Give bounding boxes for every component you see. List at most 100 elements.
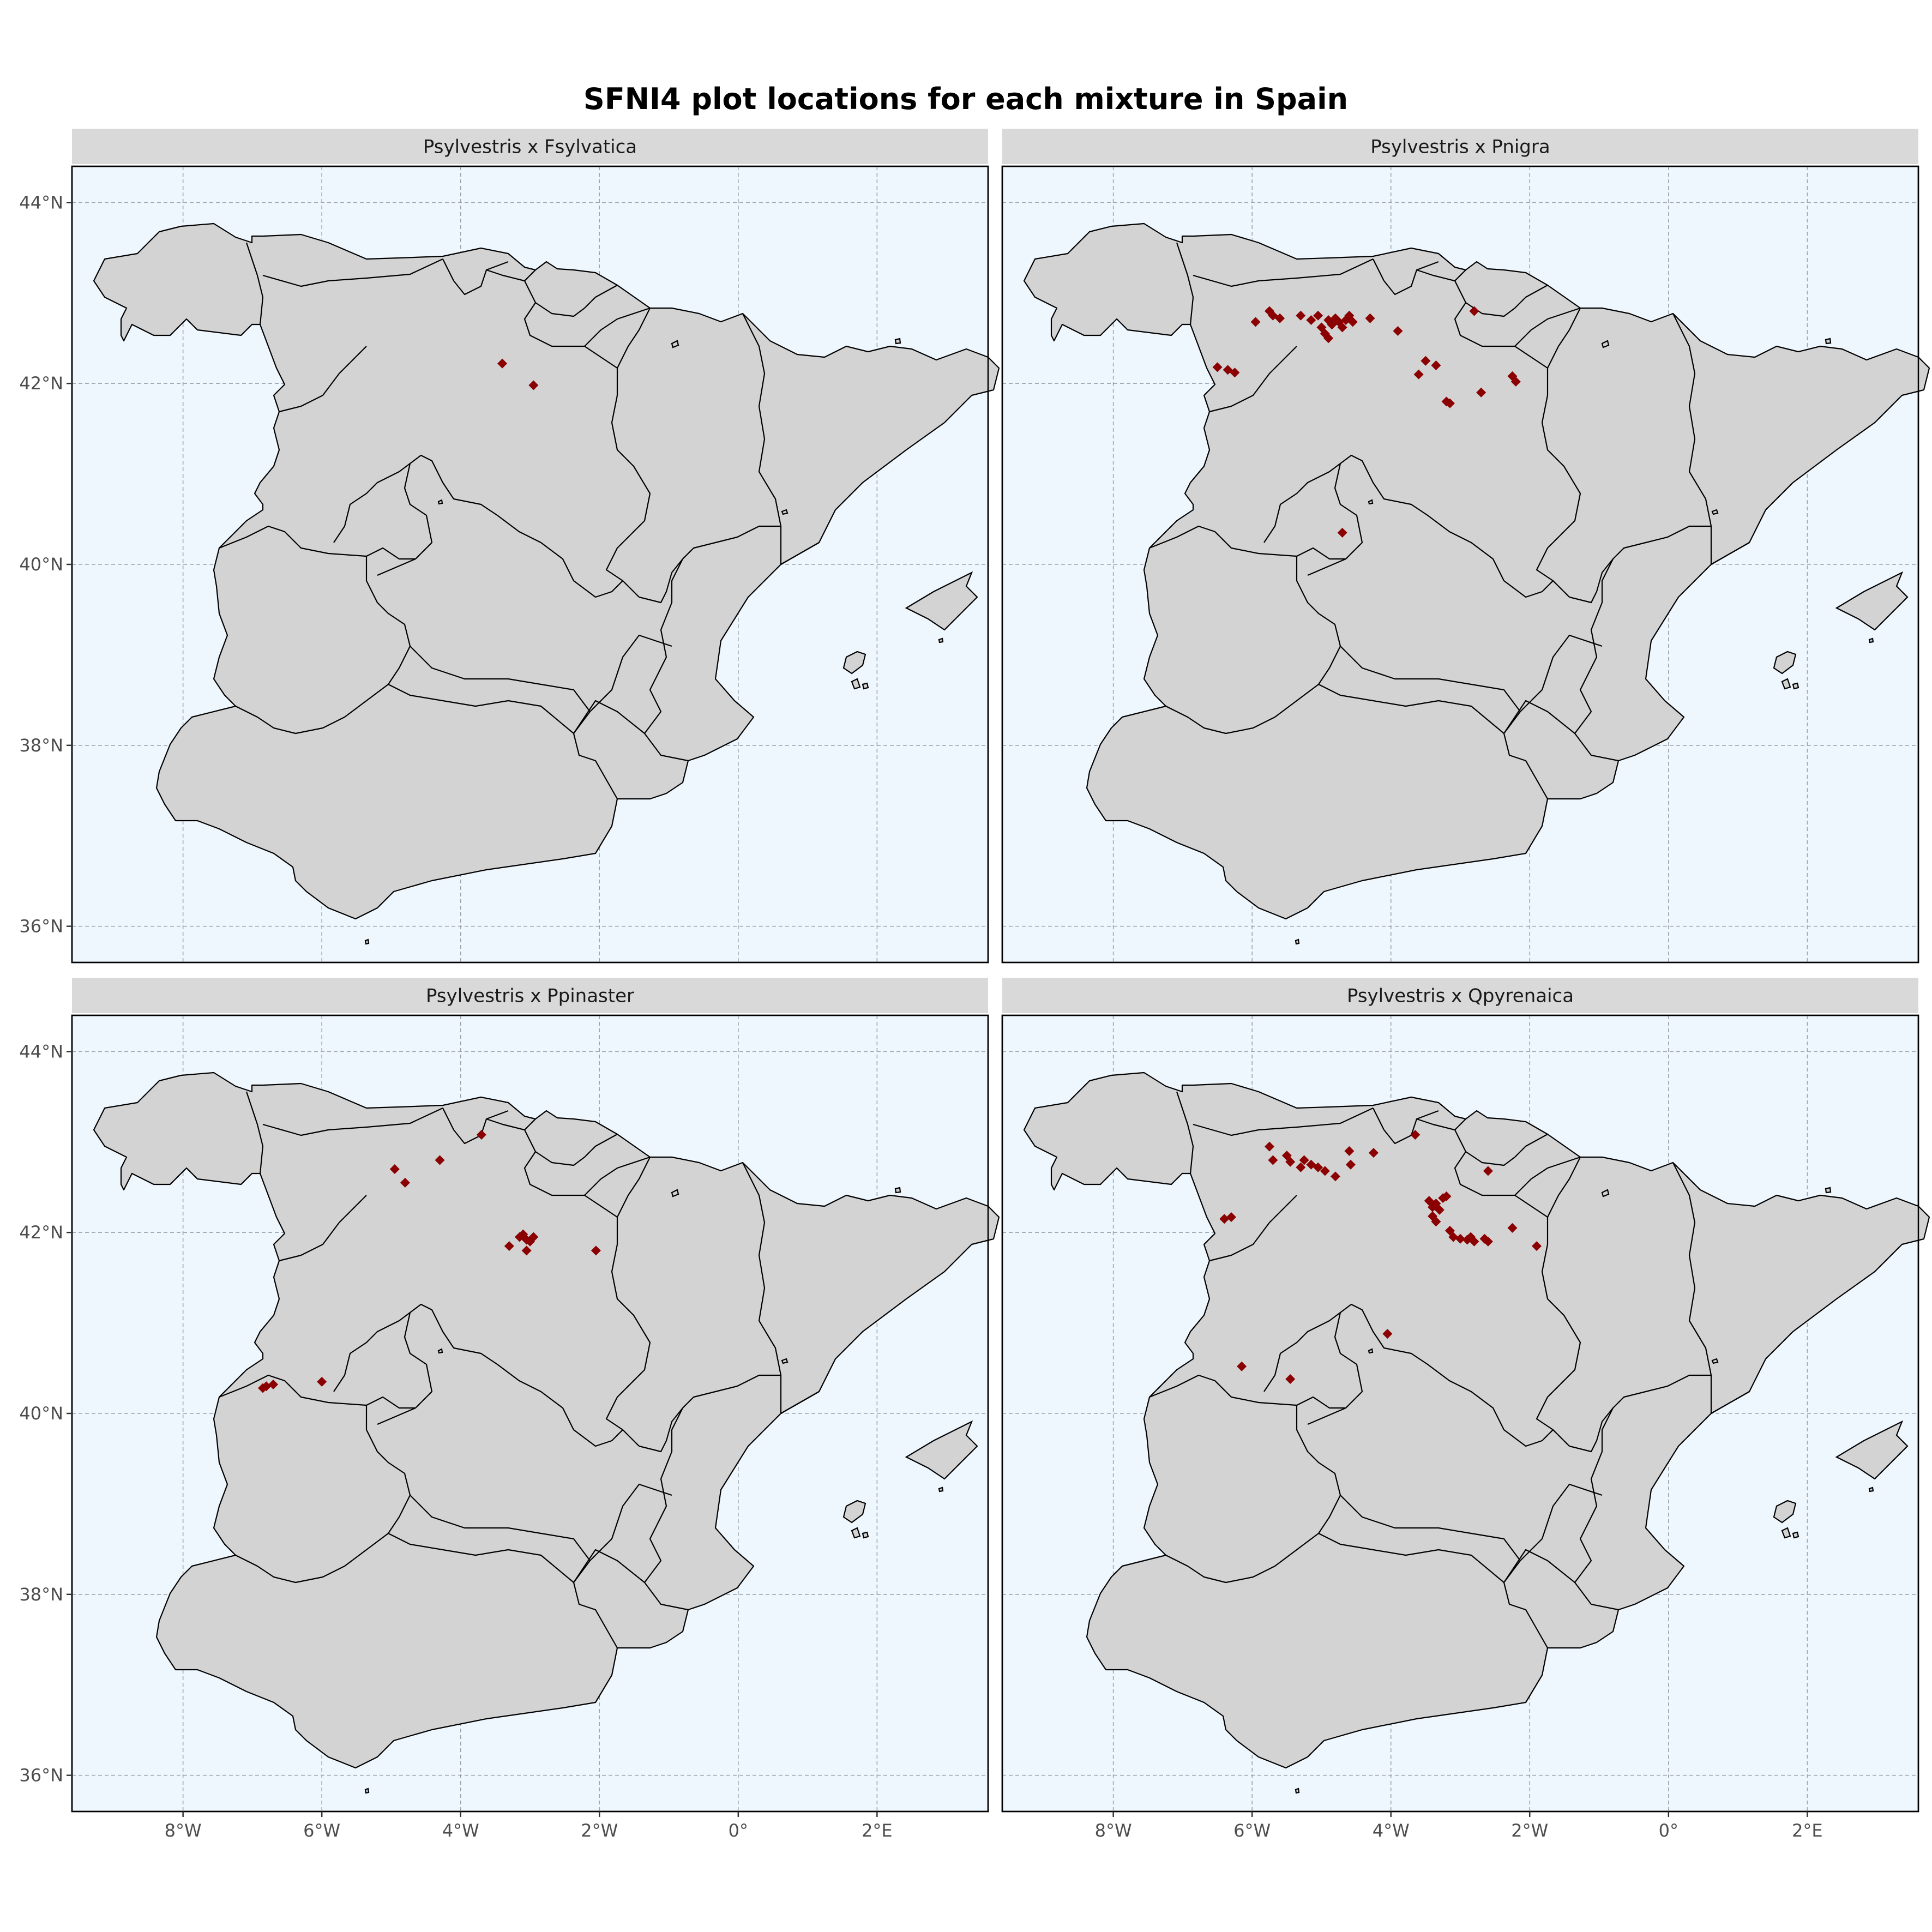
- x-tick-label: 8°W: [1095, 1820, 1132, 1841]
- plot-location-point: [1313, 310, 1323, 321]
- y-tick-label: 40°N: [19, 554, 63, 575]
- plot-location-point: [1448, 1232, 1459, 1242]
- plot-location-point: [1265, 306, 1274, 316]
- plot-location-point: [1483, 1166, 1493, 1176]
- plot-location-point: [389, 1164, 400, 1175]
- plot-location-point: [1445, 1225, 1455, 1236]
- plot-location-point: [1347, 317, 1358, 327]
- map-panel: Psylvestris x Ppinaster 44°N 42°N 40°N 38°N 3…: [19, 978, 1000, 1841]
- facet-label: Psylvestris x Ppinaster: [426, 985, 634, 1007]
- plot-location-point: [1476, 387, 1486, 398]
- plot-location-point: [504, 1241, 514, 1251]
- facet-label: Psylvestris x Fsylvatica: [423, 136, 637, 158]
- y-tick-label: 38°N: [19, 735, 63, 756]
- y-tick-label: 38°N: [19, 1584, 63, 1605]
- plot-location-point: [497, 358, 508, 369]
- y-tick-label: 44°N: [19, 1041, 63, 1062]
- plot-location-point: [1330, 1171, 1340, 1182]
- plot-location-point: [1421, 356, 1431, 366]
- y-tick-label: 42°N: [19, 1222, 63, 1243]
- x-tick-label: 6°W: [303, 1820, 340, 1841]
- plot-location-point: [1431, 1217, 1441, 1227]
- plot-location-point: [1219, 1214, 1230, 1224]
- plot-location-point: [1230, 368, 1240, 378]
- plot-location-point: [528, 380, 539, 390]
- plot-location-point: [400, 1177, 410, 1188]
- x-tick-label: 4°W: [1373, 1820, 1410, 1841]
- plot-location-point: [317, 1376, 327, 1387]
- plot-location-point: [1296, 1162, 1306, 1172]
- facet-label: Psylvestris x Pnigra: [1370, 136, 1550, 158]
- map-panel: Psylvestris x Qpyrenaica 8°W 6°W 4°W 2°W 0° 2°…: [1001, 978, 1930, 1841]
- plot-location-point: [1345, 1159, 1356, 1170]
- plot-location-point: [1296, 310, 1306, 321]
- plot-location-point: [258, 1383, 268, 1393]
- plot-location-point: [1344, 310, 1355, 321]
- plot-location-point: [1445, 398, 1455, 408]
- x-tick-label: 0°: [1659, 1820, 1678, 1841]
- plot-location-point: [528, 1232, 539, 1242]
- plot-location-point: [525, 1236, 535, 1247]
- y-tick-label: 44°N: [19, 192, 63, 213]
- plot-location-point: [1306, 1159, 1316, 1170]
- plot-location-point: [1313, 1162, 1323, 1172]
- plot-location-point: [261, 1381, 272, 1392]
- y-tick-label: 40°N: [19, 1403, 63, 1424]
- plot-location-point: [1268, 1155, 1278, 1165]
- plot-location-point: [1250, 317, 1261, 327]
- plot-location-point: [1393, 326, 1403, 336]
- panel-frame: [1001, 165, 1919, 964]
- plot-location-point: [1237, 1361, 1247, 1371]
- plot-location-point: [1337, 322, 1347, 333]
- plot-location-point: [1212, 362, 1223, 372]
- plot-location-point: [1441, 1191, 1452, 1201]
- y-tick-label: 36°N: [19, 1765, 63, 1786]
- x-tick-label: 0°: [729, 1820, 748, 1841]
- plot-location-point: [1268, 310, 1278, 321]
- plot-location-point: [1337, 527, 1347, 538]
- figure-title: SFNI4 plot locations for each mixture in…: [583, 82, 1348, 116]
- plot-location-point: [1306, 315, 1316, 326]
- plot-location-point: [1316, 322, 1327, 333]
- plot-location-point: [1285, 1374, 1296, 1384]
- y-tick-label: 36°N: [19, 916, 63, 937]
- x-tick-label: 6°W: [1233, 1820, 1271, 1841]
- plot-location-point: [1275, 313, 1285, 323]
- plot-location-point: [1434, 1205, 1445, 1215]
- plot-location-point: [1265, 1141, 1274, 1152]
- panel-frame: [1001, 1014, 1919, 1813]
- facet-label: Psylvestris x Qpyrenaica: [1347, 985, 1574, 1007]
- plot-location-point: [1507, 1223, 1518, 1233]
- x-tick-label: 2°E: [1792, 1820, 1823, 1841]
- plot-location-point: [1226, 1212, 1236, 1222]
- plot-location-point: [1507, 371, 1518, 381]
- plot-location-point: [1455, 1233, 1465, 1244]
- plot-location-point: [1382, 1329, 1393, 1339]
- plot-location-point: [591, 1245, 601, 1256]
- plot-location-point: [1469, 1236, 1479, 1247]
- plot-location-point: [1330, 313, 1340, 323]
- plot-location-point: [1438, 1193, 1448, 1203]
- plot-location-point: [1299, 1155, 1309, 1165]
- facet-strip: [72, 978, 988, 1013]
- x-tick-label: 8°W: [165, 1820, 202, 1841]
- plot-location-point: [1285, 1157, 1296, 1167]
- plot-location-point: [1365, 313, 1375, 323]
- plot-location-point: [1323, 315, 1334, 326]
- plot-location-point: [1281, 1151, 1292, 1161]
- x-tick-label: 2°W: [1511, 1820, 1548, 1841]
- x-tick-label: 2°E: [862, 1820, 893, 1841]
- plot-location-point: [1424, 1196, 1434, 1206]
- plot-location-point: [1410, 1130, 1421, 1140]
- plot-location-point: [1341, 315, 1351, 326]
- x-tick-label: 4°W: [442, 1820, 479, 1841]
- plot-location-point: [1510, 376, 1521, 387]
- x-tick-label: 2°W: [581, 1820, 618, 1841]
- plot-location-point: [521, 1245, 532, 1256]
- plot-location-point: [476, 1130, 486, 1140]
- map-panel: Psylvestris x Pnigra: [1001, 129, 1930, 964]
- facet-strip: [1002, 978, 1918, 1013]
- plot-location-point: [268, 1379, 279, 1389]
- plot-location-point: [1368, 1148, 1379, 1158]
